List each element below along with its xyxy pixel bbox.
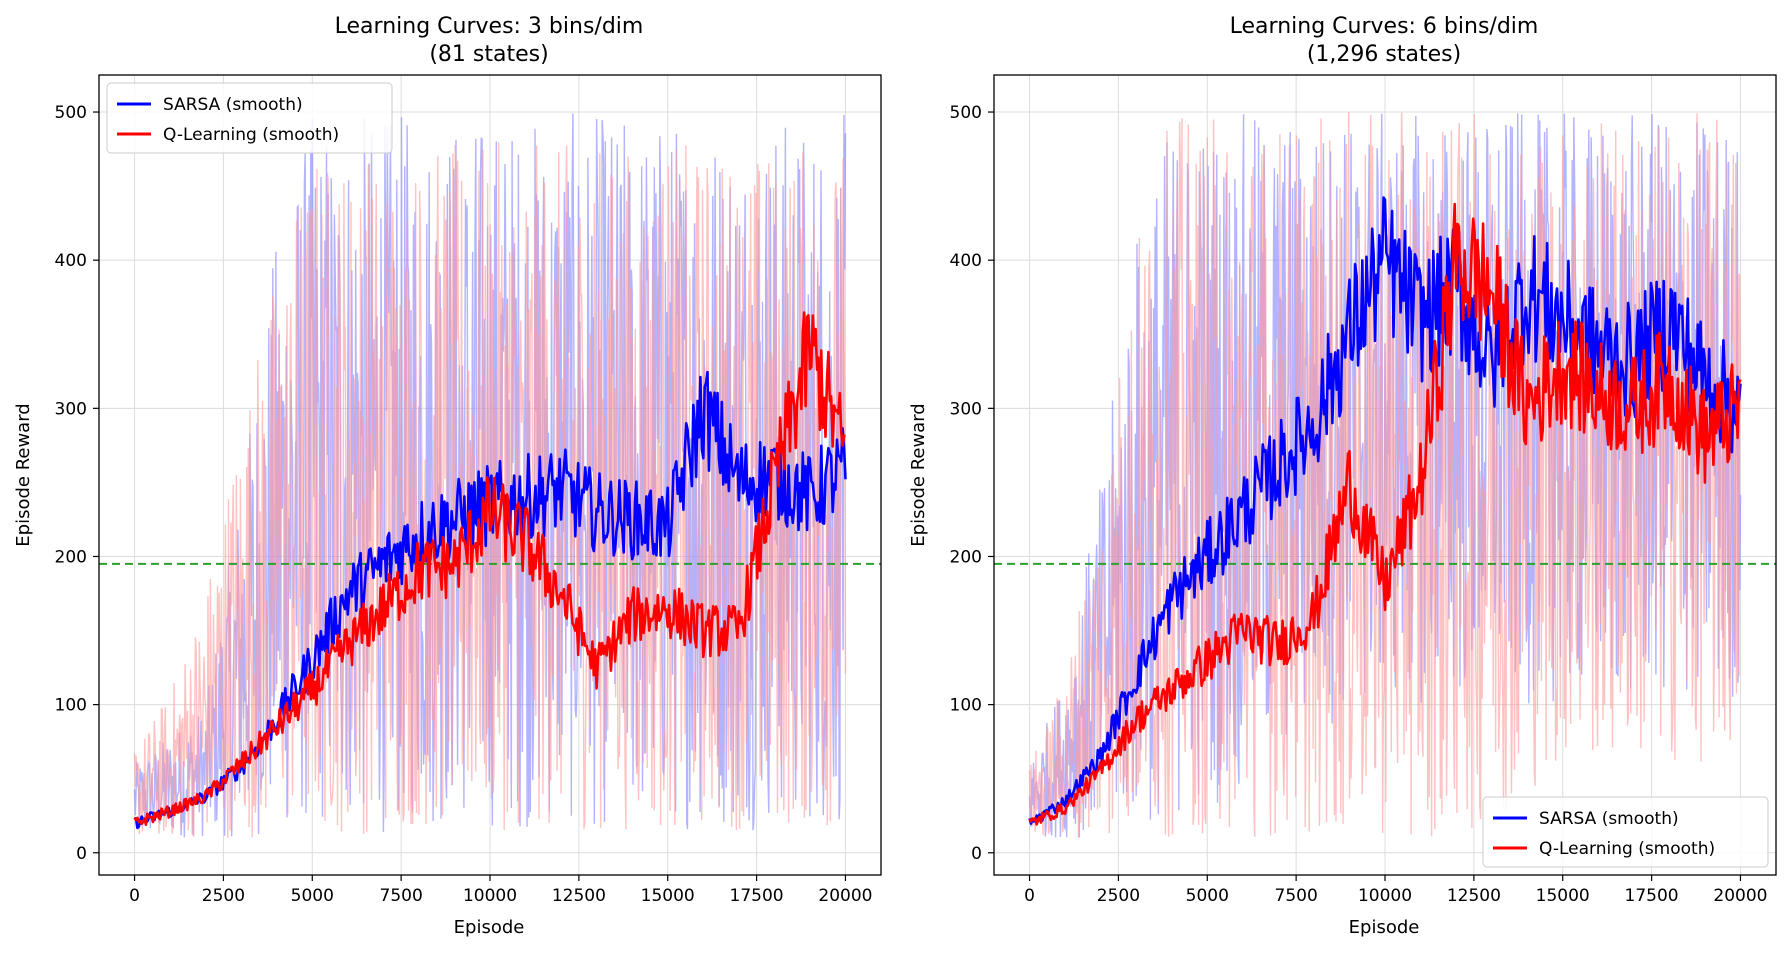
- x-tick-label: 2500: [202, 886, 245, 906]
- x-tick-label: 7500: [1275, 886, 1318, 906]
- legend-box: [1482, 796, 1769, 868]
- y-tick-label: 100: [950, 696, 982, 716]
- x-tick-label: 5000: [291, 886, 334, 906]
- y-tick-label: 300: [950, 399, 982, 419]
- legend-label: SARSA (smooth): [163, 95, 303, 115]
- y-tick-label: 0: [76, 844, 87, 864]
- smooth-series-line: [133, 311, 846, 827]
- x-tick-label: 15000: [1536, 886, 1590, 906]
- x-tick-label: 20000: [1713, 886, 1767, 906]
- x-tick-label: 20000: [818, 886, 872, 906]
- y-axis-label: Episode Reward: [908, 403, 929, 546]
- x-tick-label: 10000: [1358, 886, 1412, 906]
- y-axis-label: Episode Reward: [13, 403, 34, 546]
- x-tick-label: 17500: [730, 886, 784, 906]
- x-tick-label: 7500: [380, 886, 423, 906]
- x-tick-label: 2500: [1097, 886, 1140, 906]
- y-tick-label: 200: [950, 547, 982, 567]
- x-tick-label: 12500: [552, 886, 606, 906]
- x-tick-label: 0: [129, 886, 140, 906]
- y-tick-label: 100: [55, 696, 87, 716]
- raw-series-line: [133, 142, 847, 838]
- x-axis-label: Episode: [1349, 917, 1420, 938]
- legend-label: Q-Learning (smooth): [1539, 839, 1715, 859]
- y-tick-label: 200: [55, 547, 87, 567]
- x-tick-label: 5000: [1186, 886, 1229, 906]
- y-tick-label: 500: [55, 103, 87, 123]
- smooth-series-line: [1028, 196, 1742, 825]
- legend: SARSA (smooth) Q-Learning (smooth): [106, 82, 393, 154]
- chart-panel-left: Learning Curves: 3 bins/dim (81 states) …: [13, 14, 882, 938]
- chart-subtitle: (1,296 states): [1307, 42, 1461, 67]
- x-tick-label: 15000: [641, 886, 695, 906]
- x-tick-label: 17500: [1625, 886, 1679, 906]
- y-tick-label: 400: [55, 251, 87, 271]
- legend-box: [106, 82, 393, 154]
- y-tick-label: 400: [950, 251, 982, 271]
- smooth-series-line: [1028, 202, 1742, 826]
- chart-subtitle: (81 states): [429, 42, 548, 67]
- legend: SARSA (smooth) Q-Learning (smooth): [1482, 796, 1769, 868]
- x-tick-label: 0: [1024, 886, 1035, 906]
- y-tick-label: 300: [55, 399, 87, 419]
- x-tick-label: 12500: [1447, 886, 1501, 906]
- chart-title: Learning Curves: 3 bins/dim: [335, 14, 644, 39]
- raw-series-line: [1028, 112, 1742, 838]
- chart-title: Learning Curves: 6 bins/dim: [1230, 14, 1539, 39]
- y-tick-label: 0: [971, 844, 982, 864]
- x-tick-label: 10000: [463, 886, 517, 906]
- legend-label: SARSA (smooth): [1539, 809, 1679, 829]
- y-tick-label: 500: [950, 103, 982, 123]
- legend-label: Q-Learning (smooth): [163, 125, 339, 145]
- chart-panel-right: Learning Curves: 6 bins/dim (1,296 state…: [908, 14, 1777, 938]
- x-axis-label: Episode: [454, 917, 525, 938]
